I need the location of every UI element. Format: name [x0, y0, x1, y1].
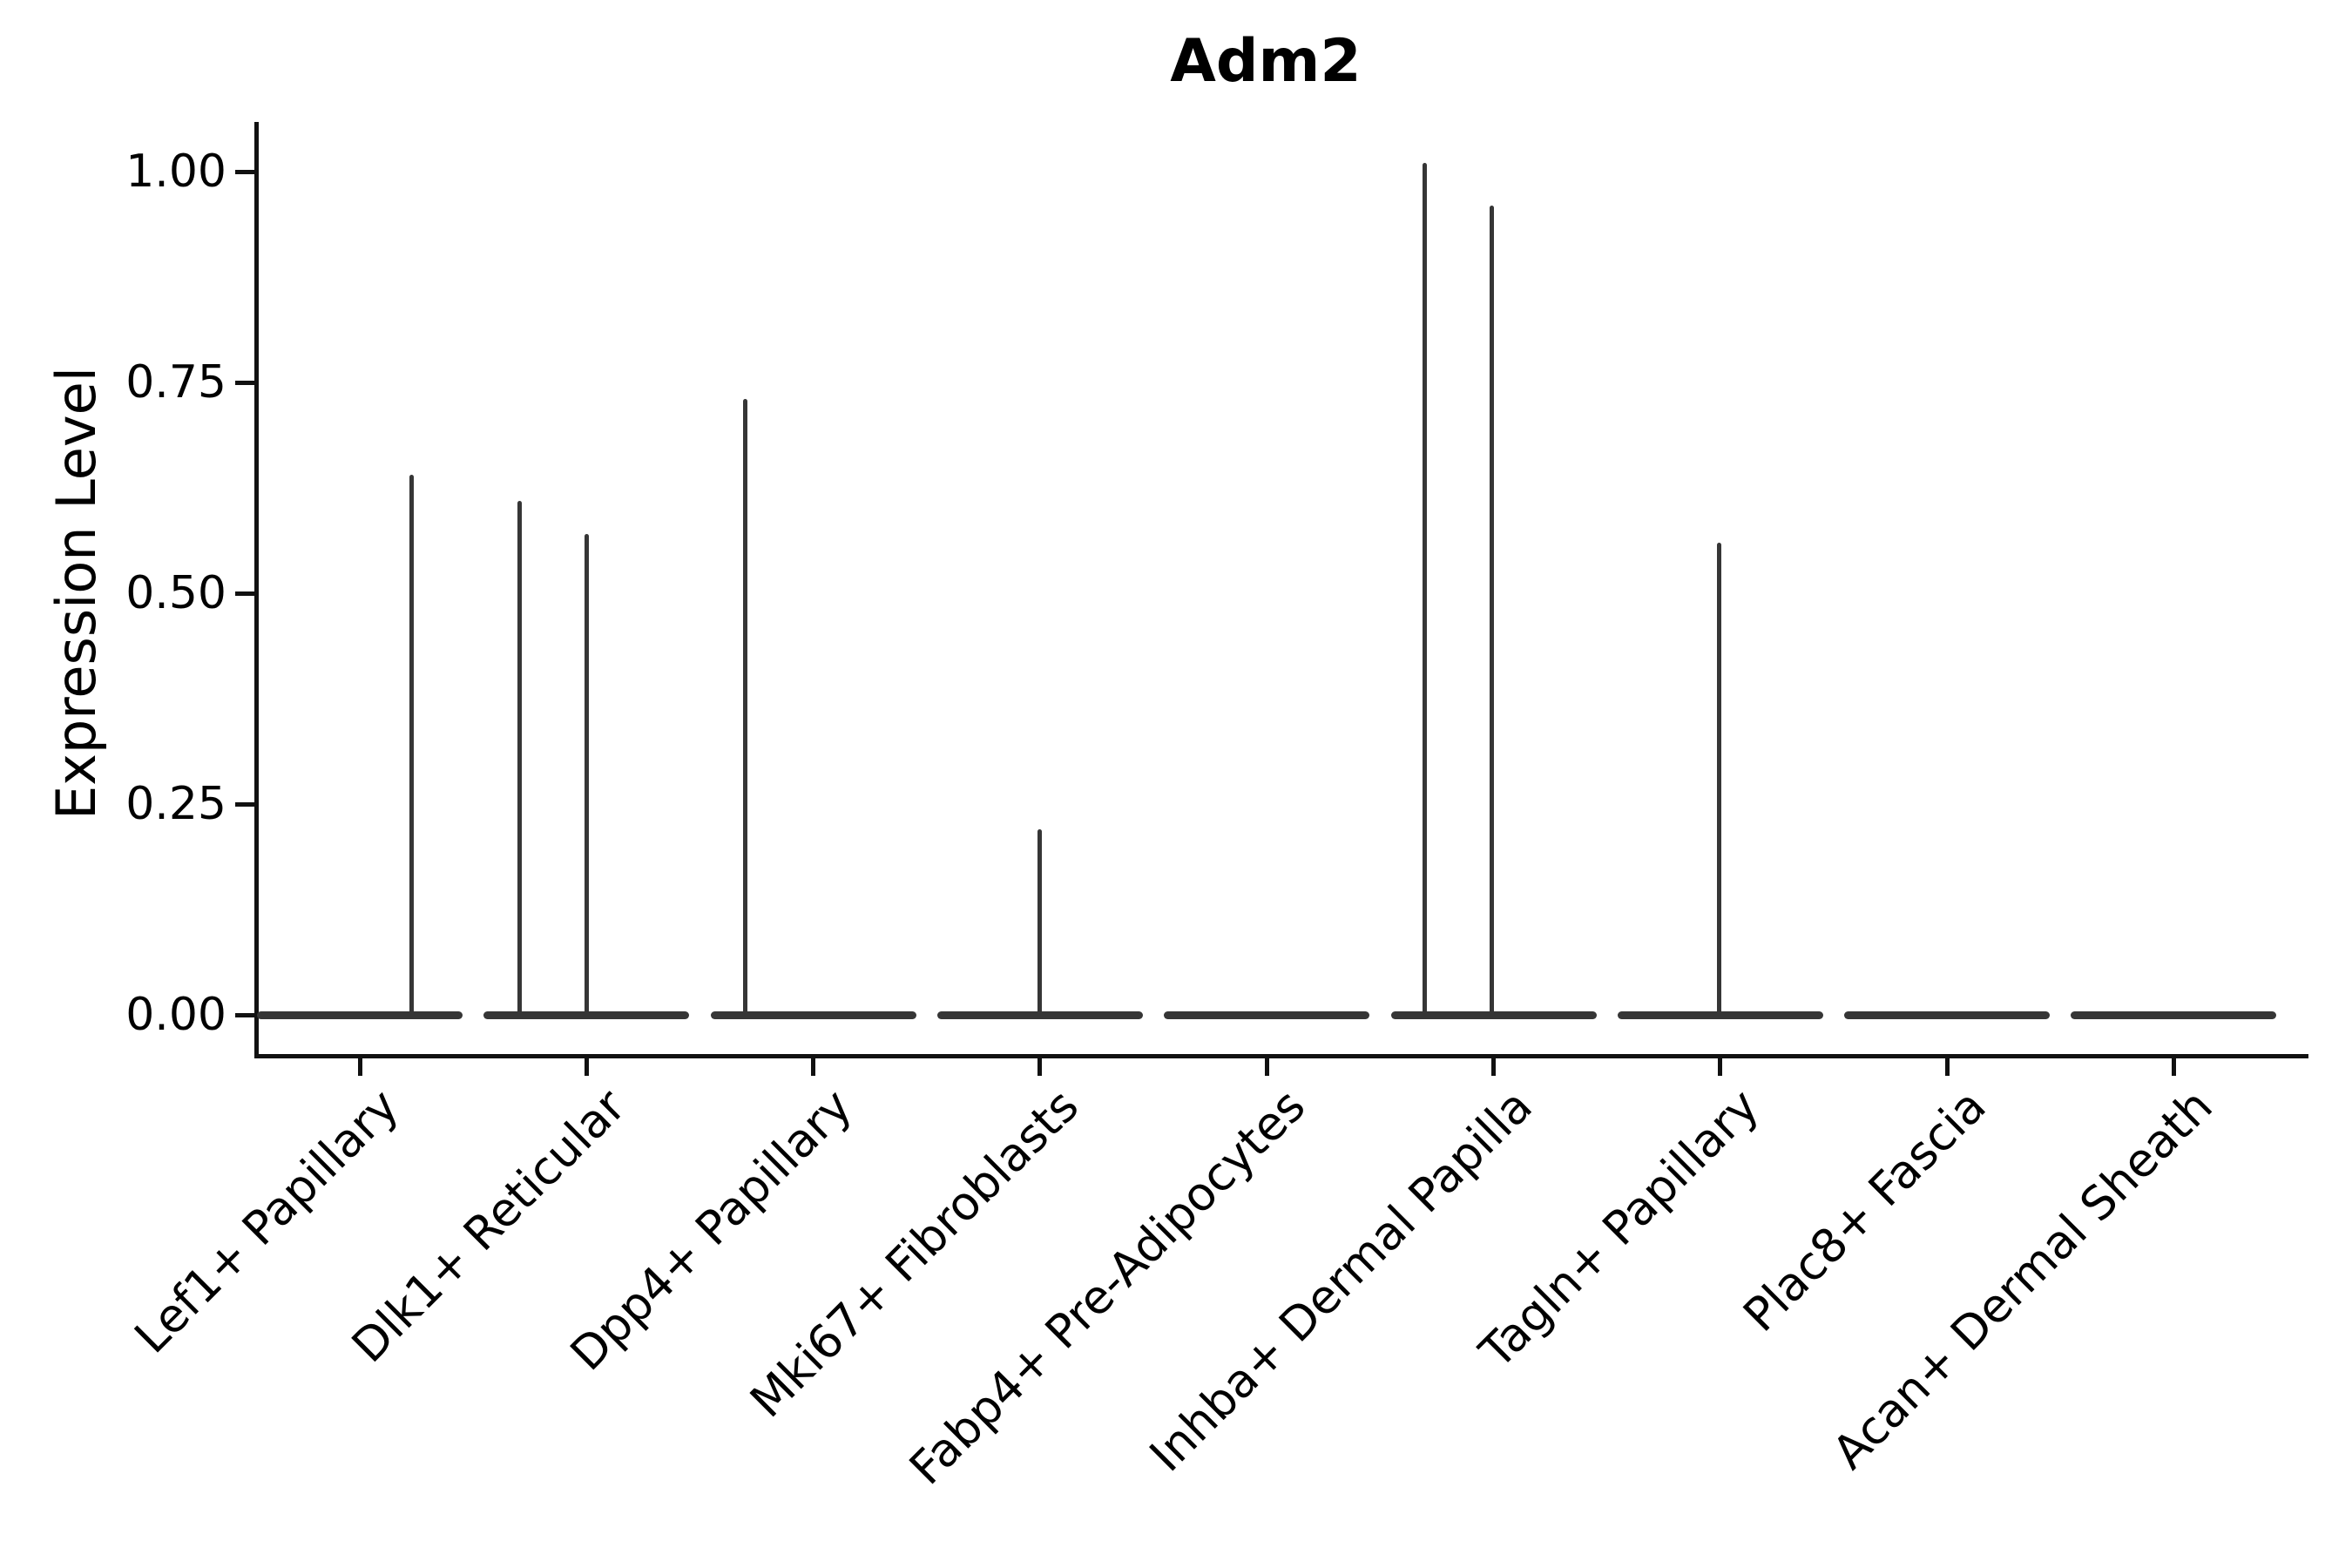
y-axis-spine — [254, 122, 259, 1058]
violin-baseline — [710, 1010, 916, 1019]
x-axis-tick-label: Acan+ Dermal Sheath — [1822, 1079, 2223, 1480]
x-axis-tick-label: Inhba+ Dermal Papilla — [1139, 1079, 1543, 1483]
x-axis-tick-mark — [1037, 1058, 1043, 1076]
x-axis-tick-label: Plac8+ Fascia — [1733, 1079, 1997, 1342]
y-axis-tick-mark — [235, 1012, 254, 1017]
chart-title: Adm2 — [1170, 27, 1362, 96]
y-axis-tick-label: 1.00 — [125, 145, 226, 198]
x-axis-tick-mark — [584, 1058, 589, 1076]
violin-baseline — [2071, 1010, 2277, 1019]
violin-baseline — [1164, 1010, 1370, 1019]
y-axis-tick-label: 0.50 — [125, 567, 226, 619]
y-axis-tick-mark — [235, 169, 254, 174]
x-axis-tick-label: Fabp4+ Pre-Adipocytes — [900, 1079, 1316, 1496]
x-axis-tick-mark — [357, 1058, 362, 1076]
x-axis-spine — [254, 1054, 2308, 1058]
violin-spike — [409, 475, 414, 1018]
y-axis-tick-label: 0.25 — [125, 778, 226, 830]
y-axis-tick-mark — [235, 591, 254, 596]
y-axis-tick-label: 0.00 — [125, 989, 226, 1041]
x-axis-tick-mark — [1718, 1058, 1723, 1076]
x-axis-tick-mark — [1944, 1058, 1950, 1076]
violin-spike — [1490, 205, 1494, 1018]
violin-baseline — [1844, 1010, 2051, 1019]
y-axis-tick-mark — [235, 801, 254, 807]
violin-spike — [517, 500, 522, 1018]
violin-spike — [743, 399, 748, 1018]
y-axis-tick-mark — [235, 380, 254, 385]
x-axis-tick-mark — [1491, 1058, 1496, 1076]
violin-spike — [1717, 542, 1722, 1018]
violin-spike — [1423, 163, 1427, 1018]
x-axis-tick-mark — [2171, 1058, 2176, 1076]
x-axis-tick-mark — [811, 1058, 816, 1076]
violin-baseline — [257, 1010, 463, 1019]
y-axis-tick-label: 0.75 — [125, 356, 226, 409]
violin-spike — [1037, 829, 1043, 1018]
x-axis-tick-mark — [1264, 1058, 1269, 1076]
violin-spike — [584, 534, 589, 1018]
